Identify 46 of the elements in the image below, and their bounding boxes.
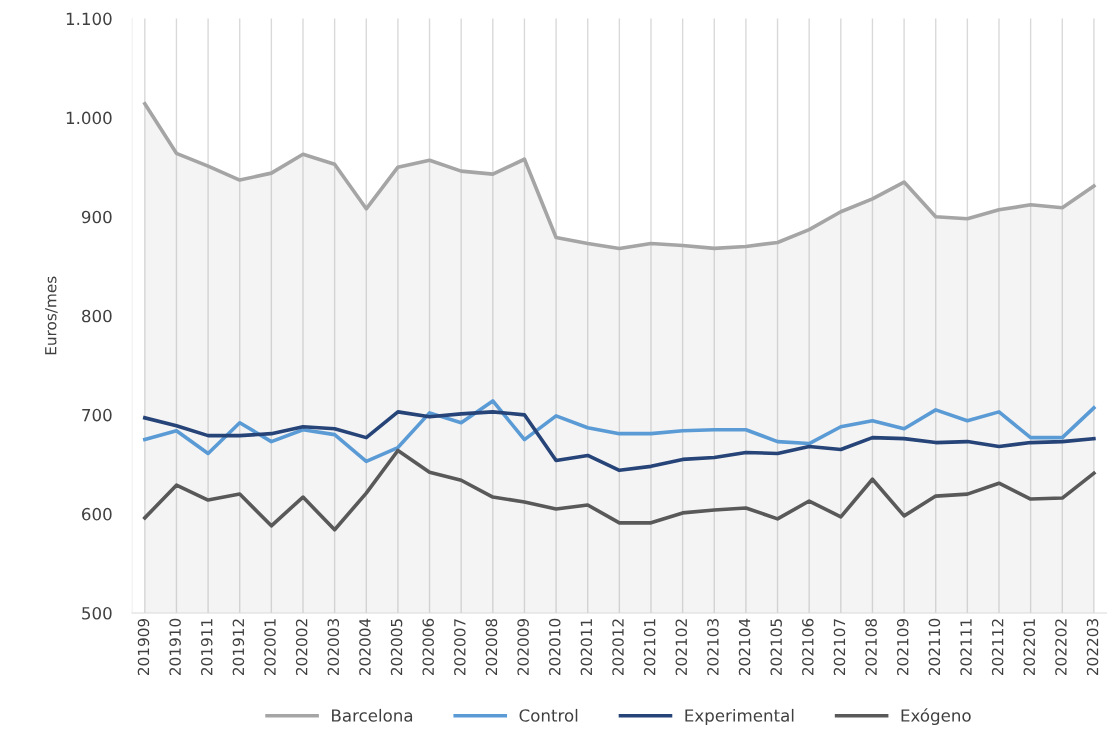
y-tick-label: 600 [82, 507, 112, 521]
x-tick-label: 202201 [1023, 619, 1036, 676]
x-tick-label: 202104 [738, 618, 751, 676]
x-tick-label: 202002 [295, 619, 308, 676]
x-tick-label: 202105 [770, 619, 782, 676]
x-tick-label: 202012 [612, 619, 624, 676]
x-tick-label: 202102 [675, 619, 688, 676]
x-tick-label: 202108 [865, 618, 877, 676]
x-tick-label: 202003 [327, 619, 340, 676]
x-tick-label: 202009 [517, 618, 529, 676]
x-tick-label: 202001 [264, 619, 276, 676]
x-tick-label: 202007 [454, 619, 466, 676]
x-tick-label: 202101 [643, 619, 656, 676]
y-tick-label: 1.100 [66, 12, 112, 26]
y-tick-label: 500 [82, 606, 112, 620]
legend-label: Control [519, 708, 578, 722]
x-tick-label: 201909 [137, 618, 150, 676]
x-tick-label: 201911 [200, 619, 213, 676]
x-tick-label: 202110 [928, 618, 941, 676]
legend-label: Experimental [685, 708, 794, 726]
y-axis-title: Euros/mes [45, 276, 58, 355]
y-tick-label: 900 [81, 210, 112, 224]
x-tick-label: 202006 [422, 618, 434, 676]
x-tick-label: 202011 [580, 619, 593, 676]
x-tick-label: 202004 [359, 618, 371, 676]
x-tick-label: 202111 [960, 619, 972, 676]
x-tick-label: 201910 [169, 618, 181, 676]
y-tick-label: 700 [82, 408, 112, 422]
y-tick-label: 1.000 [66, 111, 112, 125]
x-tick-label: 202112 [991, 619, 1004, 676]
x-tick-label: 201912 [232, 619, 245, 676]
x-tick-label: 202109 [896, 618, 909, 676]
line-series [143, 410, 1096, 473]
line-series [143, 399, 1096, 464]
x-tick-label: 202010 [548, 618, 561, 676]
x-tick-label: 202203 [1086, 619, 1099, 676]
x-tick-label: 202106 [802, 618, 814, 676]
x-tick-label: 202202 [1055, 619, 1067, 676]
x-tick-label: 202107 [833, 619, 846, 676]
line-series [143, 448, 1096, 532]
legend-label: Exógeno [901, 708, 971, 726]
x-tick-label: 202103 [707, 619, 719, 676]
legend-label: Barcelona [332, 708, 413, 722]
y-tick-label: 800 [82, 309, 112, 323]
x-tick-label: 202005 [390, 619, 403, 676]
x-tick-label: 202008 [485, 618, 498, 676]
